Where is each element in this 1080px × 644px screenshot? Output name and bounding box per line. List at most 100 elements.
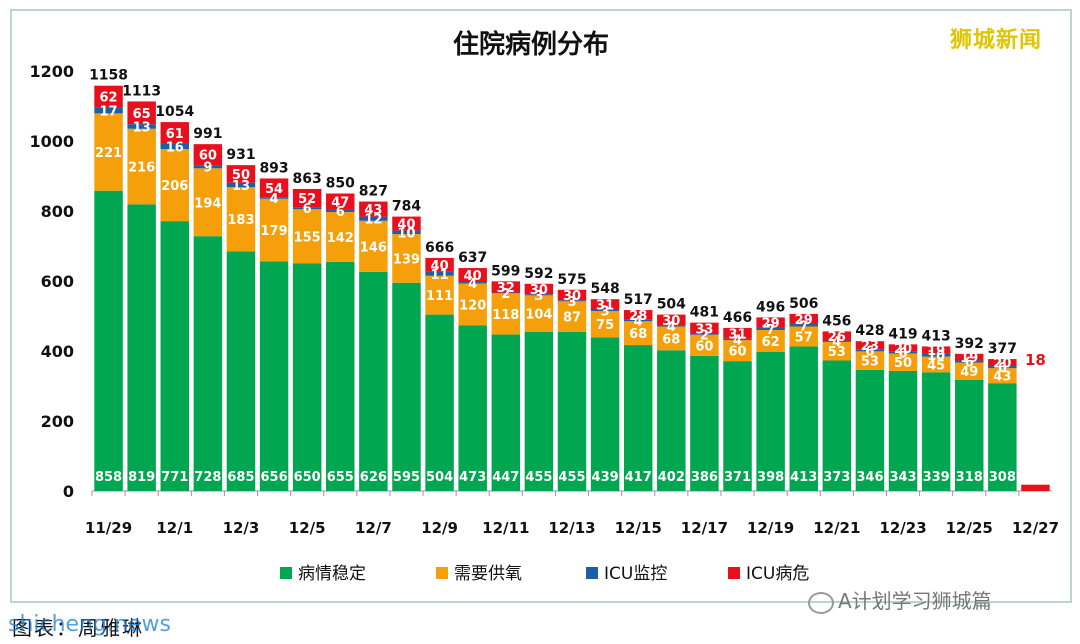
data-label-3: 31 [728,327,746,342]
data-label-0: 504 [426,470,453,485]
data-label-1: 60 [695,339,713,354]
chart-caption: 图表：周雅琳 [12,616,144,640]
bar-segment-0 [425,314,454,491]
x-tick-label: 12/25 [946,519,993,537]
data-label-2: 6 [899,346,908,361]
bar-segment-1 [226,187,256,252]
bar-segment-3 [425,257,454,272]
data-label-2: 6 [865,344,874,359]
bar-segment-1 [392,234,421,283]
data-label-2: 13 [133,120,151,135]
wechat-source-label: A计划学习狮城篇 [838,589,992,613]
bar-segment-1 [491,293,521,335]
bar-segment-0 [988,383,1017,491]
bar-segment-0 [955,379,984,491]
bar-segment-3 [491,281,521,293]
data-label-0: 858 [95,470,122,485]
legend-swatch [280,567,292,579]
data-label-2: 7 [766,323,775,338]
x-tick-label: 12/13 [548,519,595,537]
x-tick-label: 12/17 [681,519,728,537]
data-label-1: 53 [861,355,879,370]
bar-segment-1 [590,311,620,338]
data-label-0: 728 [194,470,221,485]
data-label-3: 29 [795,313,813,328]
x-tick-label: 11/29 [85,519,132,537]
total-label: 506 [789,296,818,312]
data-label-0: 447 [492,470,519,485]
data-label-0: 685 [227,470,254,485]
bar-segment-1 [789,326,818,347]
bar-segment-3 [921,346,951,354]
chart-title: 住院病例分布 [453,29,609,60]
y-tick-label: 1000 [29,132,74,151]
data-label-3: 54 [265,182,283,197]
bar-segment-2 [94,107,123,114]
data-label-3: 52 [298,192,316,207]
data-label-0: 439 [592,470,619,485]
data-label-0: 373 [823,470,850,485]
data-label-0: 595 [393,470,420,485]
total-label: 548 [590,281,619,297]
hospitalization-chart: 住院病例分布0200400600800100012008582211762115… [29,29,1059,584]
y-tick-label: 800 [41,202,74,221]
data-label-0: 318 [956,470,983,485]
data-label-0: 371 [724,470,751,485]
bar-segment-1 [855,351,885,370]
data-label-3: 50 [232,168,250,183]
bar-segment-3 [1021,484,1050,491]
bar-segment-0 [855,369,885,491]
bar-segment-2 [557,300,587,302]
bar-segment-0 [160,221,189,491]
bar-segment-0 [292,263,322,491]
data-label-3: 60 [199,149,217,164]
data-label-2: 16 [166,140,184,155]
data-label-1: 155 [294,230,321,245]
bar-segment-2 [921,353,951,357]
data-label-3: 18 [1025,351,1046,369]
data-label-2: 6 [336,205,345,220]
watermark-text: 狮城新闻 [950,28,1043,53]
data-label-0: 626 [360,470,387,485]
x-tick-label: 12/3 [223,519,260,537]
data-label-1: 118 [492,308,519,323]
bar-segment-2 [292,207,322,210]
bar-segment-3 [226,165,256,183]
bar-segment-2 [988,366,1017,369]
bar-segment-1 [292,209,322,264]
data-label-2: 11 [431,268,449,283]
total-label: 1158 [89,68,128,84]
site-watermark: shicheng.news [8,612,171,637]
bar-segment-2 [623,319,653,322]
y-tick-label: 400 [41,342,74,361]
bar-segment-2 [524,294,554,296]
data-label-1: 62 [762,335,780,350]
data-label-2: 4 [634,315,643,330]
data-label-2: 4 [733,333,742,348]
wechat-source: A计划学习狮城篇 [808,585,992,614]
total-label: 1113 [122,83,161,99]
bar-segment-1 [988,368,1017,384]
total-label: 504 [657,297,686,313]
bar-segment-0 [623,345,653,491]
bar-segment-3 [822,331,852,341]
data-label-1: 221 [95,146,122,161]
total-label: 413 [922,328,951,344]
bar-segment-3 [193,144,223,166]
bar-segment-2 [657,325,686,327]
data-label-1: 87 [563,311,581,326]
bar-segment-0 [326,261,355,491]
data-label-0: 771 [161,470,188,485]
bar-segment-3 [359,201,388,217]
data-label-2: 3 [601,305,610,320]
bar-segment-1 [657,326,686,351]
bar-segment-3 [690,322,719,335]
legend-label: ICU监控 [604,564,667,584]
bar-segment-2 [822,340,852,342]
data-label-3: 31 [596,299,614,314]
total-label: 599 [491,263,520,279]
data-label-2: 4 [270,192,279,207]
wechat-icon [808,591,834,614]
data-label-0: 656 [260,470,287,485]
data-label-1: 216 [128,161,155,176]
